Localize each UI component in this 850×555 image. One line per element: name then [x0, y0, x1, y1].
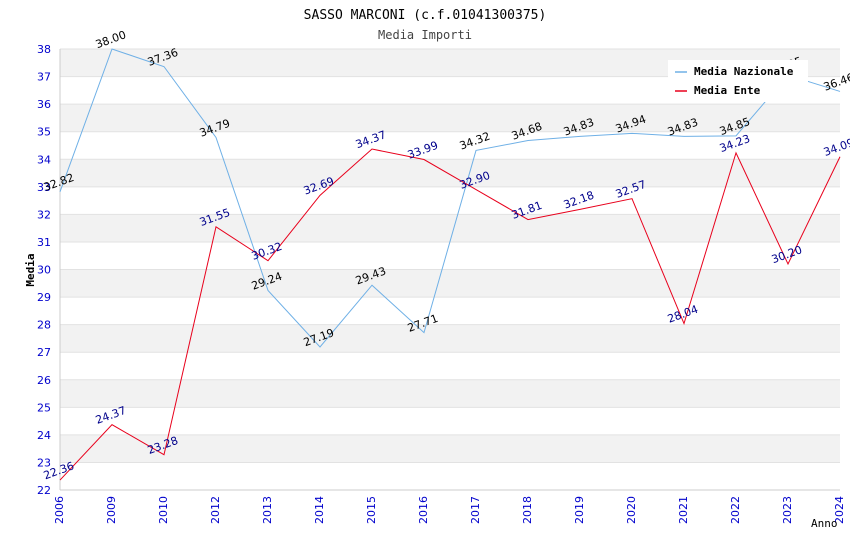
y-axis-label: Media — [24, 253, 37, 286]
grid-band — [60, 104, 840, 132]
y-tick-label: 35 — [37, 126, 51, 139]
x-axis-ticks: 2006 2009 2010 2012 2013 2014 2015 2016 2017 2018… — [53, 496, 846, 524]
x-tick-label: 2024 — [833, 496, 846, 524]
chart-subtitle: Media Importi — [378, 28, 472, 42]
x-tick-label: 2010 — [157, 496, 170, 524]
x-tick-label: 2023 — [781, 496, 794, 524]
grid-band — [60, 352, 840, 380]
legend: Media Nazionale Media Ente — [668, 60, 808, 102]
y-tick-label: 23 — [37, 456, 51, 469]
x-tick-label: 2022 — [729, 496, 742, 524]
x-tick-label: 2009 — [105, 496, 118, 524]
x-tick-label: 2018 — [521, 496, 534, 524]
grid-band — [60, 462, 840, 490]
x-tick-label: 2017 — [469, 496, 482, 524]
y-axis-ticks: 22 23 24 25 26 27 28 29 30 31 32 33 34 35 36 37 38 — [37, 43, 51, 497]
grid-band — [60, 159, 840, 187]
x-axis-label: Anno — [811, 517, 838, 530]
y-tick-label: 29 — [37, 291, 51, 304]
chart-title: SASSO MARCONI (c.f.01041300375) — [304, 8, 547, 23]
series-lines — [59, 48, 841, 481]
grid-band — [60, 297, 840, 325]
grid-band — [60, 407, 840, 435]
legend-background — [668, 60, 808, 102]
grid-band — [60, 434, 840, 463]
x-tick-label: 2019 — [573, 496, 586, 524]
series-line-media-nazionale — [59, 48, 841, 348]
grid-band — [60, 241, 840, 270]
data-label-nazionale: 38.00 — [94, 28, 128, 51]
grid-band — [60, 379, 840, 408]
grid-band — [60, 324, 840, 353]
x-tick-label: 2014 — [313, 496, 326, 524]
x-tick-label: 2012 — [209, 496, 222, 524]
y-tick-label: 26 — [37, 374, 51, 387]
y-tick-label: 27 — [37, 346, 51, 359]
x-tick-label: 2015 — [365, 496, 378, 524]
y-tick-label: 32 — [37, 208, 51, 221]
y-tick-label: 22 — [37, 484, 51, 497]
y-tick-label: 37 — [37, 71, 51, 84]
legend-label-media-nazionale: Media Nazionale — [694, 65, 794, 78]
x-tick-label: 2013 — [261, 496, 274, 524]
y-tick-label: 36 — [37, 98, 51, 111]
grid-band — [60, 214, 840, 242]
x-tick-label: 2016 — [417, 496, 430, 524]
grid-bands — [59, 48, 840, 491]
y-tick-label: 31 — [37, 236, 51, 249]
y-tick-label: 30 — [37, 264, 51, 277]
x-tick-label: 2021 — [677, 496, 690, 524]
grid-band — [60, 186, 840, 215]
series-line-media-ente — [59, 148, 841, 481]
x-tick-label: 2006 — [53, 496, 66, 524]
grid-band — [60, 269, 840, 298]
y-tick-label: 38 — [37, 43, 51, 56]
legend-label-media-ente: Media Ente — [694, 84, 761, 97]
y-tick-label: 25 — [37, 401, 51, 414]
y-tick-label: 24 — [37, 429, 51, 442]
y-tick-label: 28 — [37, 319, 51, 332]
y-tick-label: 33 — [37, 181, 51, 194]
x-tick-label: 2020 — [625, 496, 638, 524]
y-tick-label: 34 — [37, 153, 51, 166]
